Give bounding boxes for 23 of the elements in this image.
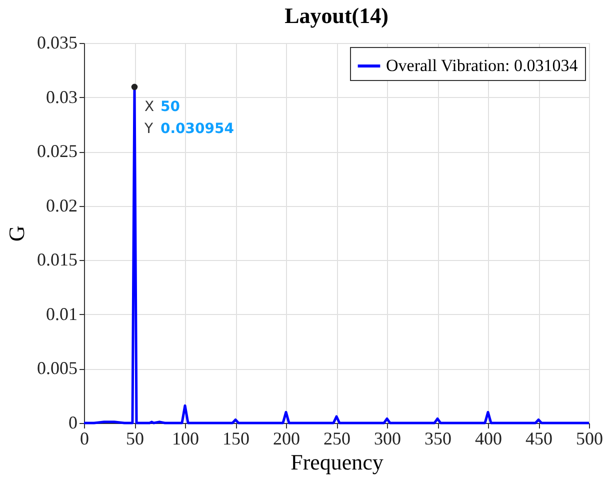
y-tick-label: 0.035 [37, 32, 78, 52]
x-tick-label: 150 [222, 428, 250, 448]
y-tick-label: 0 [68, 412, 78, 432]
y-tick-label: 0.005 [37, 358, 78, 378]
x-tick-label: 400 [475, 428, 502, 448]
chart-title: Layout(14) [284, 3, 388, 28]
y-tick-label: 0.03 [46, 86, 78, 107]
y-tick-label: 0.02 [46, 195, 78, 216]
y-axis-title: G [4, 225, 29, 242]
annotation: X 50 Y 0.030954 [144, 98, 234, 137]
x-tick-label: 100 [172, 428, 199, 448]
x-tick-label: 350 [424, 428, 452, 448]
y-tick-label: 0.025 [37, 141, 78, 162]
y-tick-label: 0.015 [37, 250, 78, 270]
x-tick-label: 450 [526, 428, 552, 448]
y-tick-label: 0.01 [46, 304, 78, 324]
legend-label: Overall Vibration: 0.031034 [386, 56, 578, 75]
x-tick-label: 500 [576, 428, 603, 448]
x-tick-label: 250 [324, 428, 350, 448]
x-tick-label: 200 [273, 428, 300, 448]
x-tick-label: 50 [126, 428, 144, 448]
x-tick-label: 300 [374, 428, 401, 448]
x-axis-title: Frequency [290, 450, 384, 474]
